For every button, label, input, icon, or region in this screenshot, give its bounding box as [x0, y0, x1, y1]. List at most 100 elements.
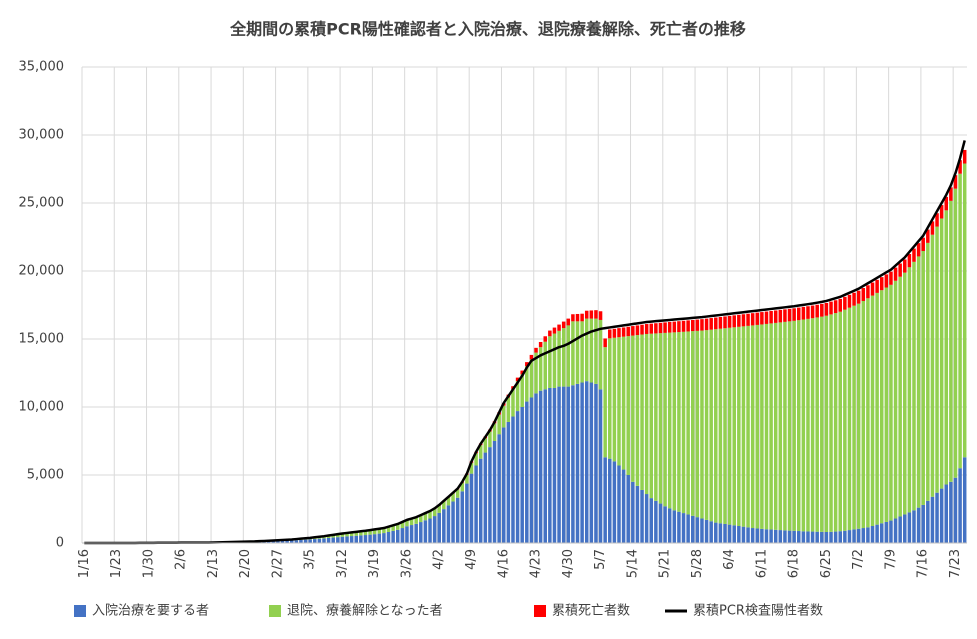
- bar: [469, 473, 474, 543]
- x-tick-label: 2/6: [174, 549, 189, 570]
- bar: [326, 537, 331, 543]
- bar: [783, 309, 787, 322]
- bar: [663, 506, 667, 543]
- x-tick-label: 4/30: [561, 549, 576, 578]
- bar: [833, 313, 838, 532]
- bar: [603, 338, 607, 348]
- bar: [723, 328, 727, 524]
- bar: [667, 332, 672, 509]
- bar: [598, 389, 603, 543]
- bar: [704, 318, 709, 331]
- bar: [621, 327, 626, 337]
- bar: [649, 498, 654, 543]
- bar: [368, 534, 372, 543]
- bar: [617, 337, 621, 466]
- bar: [861, 528, 866, 543]
- bar: [732, 315, 736, 328]
- bar: [571, 385, 575, 543]
- bar: [815, 317, 819, 532]
- bar: [750, 325, 755, 529]
- bar: [852, 305, 856, 530]
- bar: [879, 277, 884, 291]
- bar: [612, 461, 617, 543]
- bar: [409, 518, 414, 526]
- bar: [944, 196, 949, 211]
- x-tick-label: 6/18: [787, 549, 802, 578]
- bar: [359, 531, 363, 536]
- bar: [548, 387, 552, 543]
- bar: [833, 300, 838, 314]
- bar: [926, 500, 930, 543]
- bar: [502, 427, 506, 543]
- bar: [663, 322, 667, 333]
- bar: [538, 341, 543, 348]
- bar: [746, 325, 750, 528]
- bar: [336, 537, 340, 543]
- bar: [926, 229, 930, 243]
- bar: [866, 527, 870, 543]
- bar: [520, 370, 524, 375]
- bar: [695, 330, 700, 518]
- bar: [271, 541, 276, 543]
- bar: [764, 323, 769, 530]
- bar: [723, 316, 727, 329]
- bar: [824, 315, 829, 532]
- bar: [718, 328, 723, 524]
- bar: [552, 327, 557, 334]
- bar: [686, 514, 690, 543]
- bar: [395, 529, 400, 543]
- bar: [893, 267, 898, 281]
- bar: [419, 515, 423, 523]
- bar: [386, 527, 391, 532]
- bar: [783, 530, 787, 543]
- bar: [414, 523, 418, 543]
- bar: [621, 469, 626, 543]
- bar: [856, 528, 861, 543]
- bar: [769, 529, 773, 543]
- bar: [875, 279, 879, 293]
- bar: [833, 531, 838, 543]
- x-tick-label: 6/25: [819, 549, 834, 578]
- bar: [898, 276, 902, 517]
- bar: [460, 482, 465, 492]
- bar: [856, 290, 861, 304]
- bar: [584, 310, 589, 319]
- bar: [764, 311, 769, 324]
- bar: [520, 374, 524, 407]
- bar: [907, 254, 912, 268]
- bar: [617, 328, 621, 338]
- bar: [566, 325, 571, 387]
- bar: [714, 317, 718, 330]
- bar: [345, 533, 349, 537]
- bar: [317, 538, 322, 543]
- bar: [718, 316, 723, 329]
- bar: [405, 526, 409, 543]
- bar: [773, 322, 778, 530]
- bar: [962, 163, 967, 458]
- bar: [423, 520, 428, 543]
- bar: [658, 503, 663, 543]
- legend-label: 退院、療養解除となった者: [287, 603, 443, 619]
- bar: [580, 382, 584, 543]
- bar: [331, 534, 335, 538]
- bar: [884, 274, 889, 288]
- bar: [515, 377, 520, 382]
- x-tick-label: 6/11: [754, 549, 769, 578]
- x-tick-label: 1/23: [109, 549, 124, 578]
- x-tick-label: 2/13: [206, 549, 221, 578]
- bar: [561, 328, 566, 387]
- bar: [704, 519, 709, 543]
- bar: [372, 534, 377, 543]
- bar: [847, 307, 852, 531]
- bar: [718, 523, 723, 543]
- bar: [644, 494, 649, 543]
- bar: [930, 221, 935, 235]
- y-tick-label: 10,000: [19, 400, 65, 415]
- bar: [654, 500, 658, 543]
- bar: [792, 320, 796, 531]
- x-tick-label: 7/2: [851, 549, 866, 570]
- bar: [557, 330, 561, 387]
- bar: [488, 431, 492, 448]
- bar: [478, 445, 483, 459]
- bar: [644, 324, 649, 334]
